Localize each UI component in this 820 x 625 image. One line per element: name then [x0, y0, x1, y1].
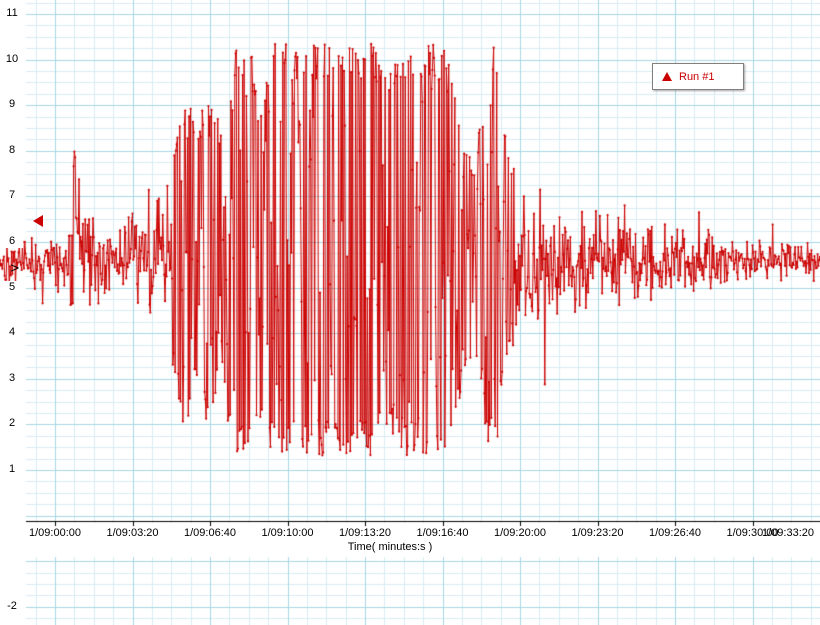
x-tick-label: 1/09:13:20 [339, 527, 391, 539]
x-tick-label: 1/09:06:40 [184, 527, 236, 539]
x-tick-label: 1/09:23:20 [571, 527, 624, 539]
legend-run-label: Run #1 [679, 70, 715, 83]
y-tick-label: -2 [1, 599, 23, 613]
y-tick-label: 10 [1, 52, 23, 66]
y-tick-label: 8 [1, 143, 23, 157]
run-triangle-icon [662, 72, 672, 81]
axis-value-marker-icon[interactable] [33, 215, 43, 228]
x-tick-label: 1/09:10:00 [261, 527, 314, 539]
y-tick-label: 3 [1, 371, 23, 385]
x-tick-label: 1/09:33:20 [762, 527, 814, 539]
y-tick-label: 5 [1, 280, 23, 294]
y-tick-label: 9 [1, 98, 23, 112]
y-tick-label: 11 [1, 7, 23, 20]
x-tick-label: 1/09:00:00 [29, 527, 81, 539]
x-axis-label: Time( minutes:s ) [347, 541, 433, 553]
y-tick-label: 4 [1, 326, 23, 340]
y-tick-label: 6 [1, 235, 23, 248]
x-tick-label: 1/09:30:00 [726, 527, 779, 539]
x-tick-label: 1/09:20:00 [494, 527, 546, 539]
x-tick-label: 1/09:03:20 [106, 527, 159, 539]
y-tick-label: 1 [1, 463, 23, 476]
x-tick-label: 1/09:26:40 [649, 527, 701, 539]
y-tick-label: 7 [1, 189, 23, 203]
y-axis-label: V [9, 264, 22, 272]
x-tick-label: 1/09:16:40 [416, 527, 469, 539]
legend-box[interactable]: Run #1 [652, 63, 744, 90]
y-tick-label: 2 [1, 417, 23, 431]
